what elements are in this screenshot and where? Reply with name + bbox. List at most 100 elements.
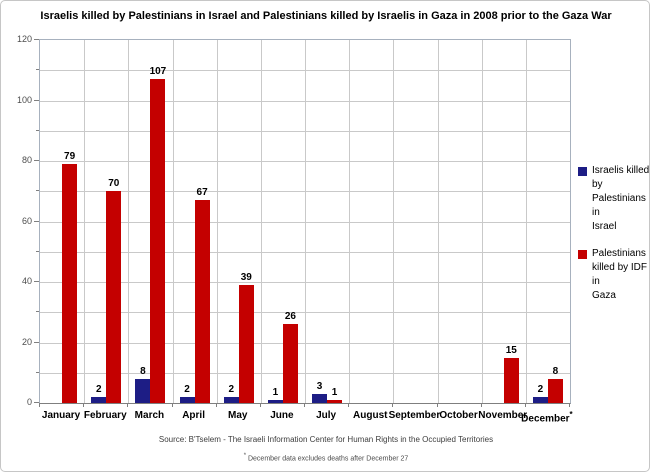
bar-israelis-july <box>312 393 328 403</box>
x-axis-label-september: September <box>388 410 441 421</box>
y-axis-tick <box>34 341 39 343</box>
x-axis-label-april: April <box>182 410 205 421</box>
y-axis-tick <box>36 371 39 373</box>
legend-swatch-icon <box>578 250 587 259</box>
x-axis-label-may: May <box>228 410 248 421</box>
x-axis-tick <box>215 403 217 407</box>
x-axis-label-march: March <box>134 410 165 421</box>
y-axis-label: 60 <box>21 215 32 226</box>
x-axis-tick <box>171 403 173 407</box>
bar-label-palestinians-january: 79 <box>64 151 76 163</box>
y-axis-tick <box>34 39 39 40</box>
bar-label-palestinians-february: 70 <box>108 178 120 190</box>
bar-palestinians-march <box>150 79 166 403</box>
bar-palestinians-may <box>238 285 254 403</box>
x-axis-label-january: January <box>41 410 81 421</box>
bar-label-palestinians-november: 15 <box>505 344 517 356</box>
bar-label-palestinians-may: 39 <box>240 272 252 284</box>
x-axis-tick <box>304 403 305 407</box>
bar-palestinians-december <box>547 378 563 403</box>
y-axis-tick <box>36 129 39 131</box>
y-axis-tick <box>34 402 39 403</box>
gridline-vertical <box>525 40 527 403</box>
y-axis-tick <box>34 281 39 282</box>
bar-palestinians-november <box>503 357 519 403</box>
bar-israelis-december <box>532 396 548 403</box>
footnote-text: December data excludes deaths after Dece… <box>247 455 409 463</box>
x-axis-tick <box>569 403 570 407</box>
gridline-vertical <box>305 40 306 403</box>
bar-palestinians-february <box>106 191 122 403</box>
legend-entry-palestinians: Palestinians killed by IDF in Gaza <box>578 247 649 303</box>
bar-label-israelis-february: 2 <box>95 383 102 395</box>
bar-label-israelis-december: 2 <box>537 383 544 395</box>
x-axis-label-august: August <box>353 410 388 421</box>
chart-title: Israelis killed by Palestinians in Israe… <box>40 10 612 22</box>
x-axis-label-july: July <box>316 410 337 421</box>
x-axis-tick <box>436 403 438 407</box>
bar-label-palestinians-december: 8 <box>552 365 559 377</box>
legend-entry-label: Palestinians killed by IDF in Gaza <box>592 248 648 301</box>
y-axis-label: 40 <box>21 276 32 286</box>
bar-israelis-april <box>179 396 195 403</box>
bar-label-palestinians-june: 26 <box>284 311 296 323</box>
x-axis-tick <box>39 403 40 407</box>
bar-label-palestinians-march: 107 <box>149 66 167 78</box>
december-footnote-marker: * <box>569 410 573 419</box>
x-axis-label-november: November <box>478 410 528 421</box>
gridline-vertical <box>393 40 395 403</box>
bar-palestinians-april <box>194 200 210 403</box>
bar-israelis-march <box>135 378 151 403</box>
legend-swatch-icon <box>578 167 587 176</box>
bar-label-israelis-may: 2 <box>228 383 235 395</box>
x-axis-label-december: December* <box>521 410 573 425</box>
plot-area: 2 8 2 2 1 3 2 79 70 107 67 39 26 1 15 8 <box>39 39 571 404</box>
x-axis-tick <box>348 403 350 407</box>
y-axis-label: 20 <box>21 336 32 347</box>
gridline-vertical <box>216 40 218 403</box>
legend: Israelis killed by Palestinians in Israe… <box>578 164 650 316</box>
gridline-vertical <box>349 40 351 403</box>
bar-label-palestinians-july: 1 <box>331 386 338 398</box>
x-axis-label-october: October <box>439 410 478 421</box>
y-axis-tick <box>36 250 39 252</box>
y-axis-tick <box>34 220 39 222</box>
source-note: Source: B'Tselem - The Israeli Informati… <box>158 435 494 444</box>
y-axis-label: 0 <box>26 397 32 407</box>
bar-israelis-may <box>223 396 239 403</box>
bar-label-israelis-july: 3 <box>316 380 323 392</box>
bar-label-palestinians-april: 67 <box>196 187 208 199</box>
x-axis-tick <box>83 403 85 407</box>
gridline-vertical <box>260 40 262 403</box>
x-axis-tick <box>392 403 394 407</box>
bar-label-israelis-april: 2 <box>184 383 190 395</box>
gridline-vertical <box>172 40 174 403</box>
gridline-vertical <box>481 40 483 403</box>
x-axis-tick <box>524 403 526 407</box>
bar-label-israelis-march: 8 <box>140 365 146 377</box>
x-axis-tick <box>259 403 261 407</box>
y-axis-tick <box>36 311 39 313</box>
legend-entry-israelis: Israelis killed by Palestinians in Israe… <box>578 164 650 234</box>
bar-israelis-february <box>91 396 107 403</box>
gridline-vertical <box>84 40 86 403</box>
x-axis-tick <box>480 403 482 407</box>
gridline-vertical <box>437 40 439 403</box>
y-axis-label: 120 <box>16 34 32 44</box>
gridline-vertical <box>128 40 130 403</box>
y-axis-label: 100 <box>16 94 32 105</box>
x-axis-label-june: June <box>270 410 294 421</box>
bar-israelis-june <box>267 399 283 403</box>
y-axis-tick <box>34 99 39 101</box>
bar-palestinians-january <box>62 164 78 403</box>
legend-entry-label: Israelis killed by Palestinians in Israe… <box>592 165 650 232</box>
y-axis-tick <box>36 190 39 192</box>
x-axis-tick <box>127 403 129 407</box>
footnote: * December data excludes deaths after De… <box>1 453 649 463</box>
bar-palestinians-july <box>327 399 343 403</box>
bar-label-israelis-june: 1 <box>272 386 279 398</box>
x-axis-label-february: February <box>83 410 127 421</box>
bar-palestinians-june <box>282 324 298 403</box>
footnote-marker: * <box>243 453 247 459</box>
